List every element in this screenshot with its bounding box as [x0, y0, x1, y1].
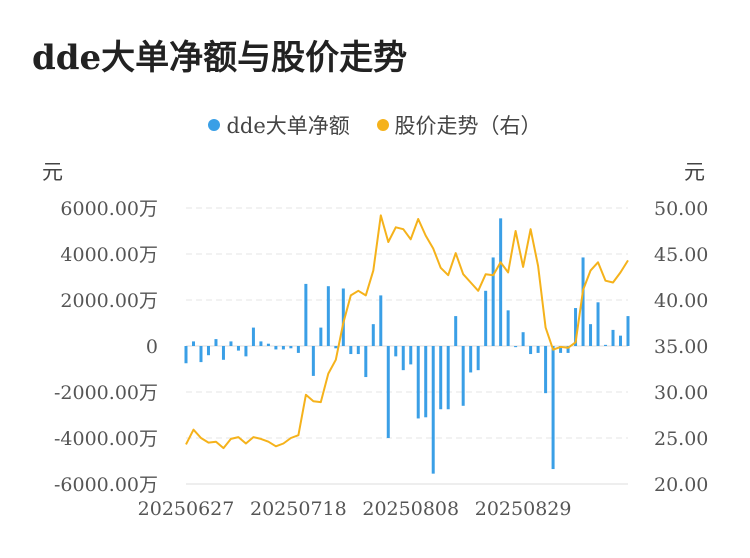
bar — [566, 346, 570, 353]
bar — [199, 346, 203, 363]
chart-title: dde大单净额与股价走势 — [32, 38, 408, 78]
bar — [266, 343, 270, 346]
bar — [206, 346, 210, 356]
x-tick-label: 20250808 — [362, 498, 459, 520]
left-axis-unit: 元 — [42, 160, 63, 184]
bar — [491, 257, 495, 346]
y-tick-right: 45.00 — [654, 244, 708, 266]
bar — [356, 346, 360, 355]
bar — [461, 346, 465, 406]
bar — [236, 346, 240, 351]
bar — [304, 283, 308, 346]
bar — [446, 346, 450, 410]
bar — [514, 346, 518, 348]
bar — [229, 341, 233, 346]
bar — [326, 286, 330, 346]
bar — [506, 310, 510, 346]
y-tick-left: 2000.00万 — [60, 290, 158, 312]
y-tick-left: 4000.00万 — [60, 244, 158, 266]
bar — [334, 346, 338, 349]
price-line — [185, 214, 629, 450]
bar — [319, 327, 323, 346]
legend-dot-dde — [208, 119, 221, 131]
right-axis-unit: 元 — [684, 160, 705, 184]
bar — [604, 344, 608, 346]
bar — [251, 327, 255, 346]
bar — [589, 324, 593, 346]
bar — [431, 346, 435, 474]
legend-label-dde: dde大单净额 — [226, 114, 350, 138]
legend-dot-price — [376, 119, 389, 131]
legend-item-dde[interactable]: dde大单净额 — [208, 110, 350, 140]
legend: dde大单净额 股价走势（右） — [0, 110, 750, 140]
bar — [311, 346, 315, 376]
bar — [394, 346, 398, 357]
bar — [244, 346, 248, 357]
y-tick-left: 6000.00万 — [60, 198, 158, 220]
bar — [559, 346, 563, 353]
y-tick-right: 20.00 — [654, 474, 708, 496]
bar — [289, 346, 293, 349]
y-tick-right: 50.00 — [654, 198, 708, 220]
bar — [484, 290, 488, 346]
y-tick-left: -4000.00万 — [54, 428, 158, 450]
bar — [536, 346, 540, 353]
bar — [521, 332, 525, 346]
bar — [274, 346, 278, 350]
bar — [386, 346, 390, 438]
bar — [259, 341, 263, 346]
bar — [191, 341, 195, 346]
bar — [281, 346, 285, 350]
x-tick-label: 20250829 — [475, 498, 572, 520]
bar — [476, 346, 480, 371]
bar — [409, 346, 413, 365]
bar — [416, 346, 420, 419]
y-tick-right: 35.00 — [654, 336, 708, 358]
y-tick-right: 40.00 — [654, 290, 708, 312]
bar — [424, 346, 428, 418]
y-tick-right: 30.00 — [654, 382, 708, 404]
y-tick-left: 0 — [146, 336, 158, 358]
x-tick-label: 20250718 — [250, 498, 347, 520]
bar — [551, 346, 555, 470]
bar — [184, 346, 188, 364]
y-tick-left: -2000.00万 — [54, 382, 158, 404]
bar — [574, 308, 578, 346]
x-tick-label: 20250627 — [138, 498, 235, 520]
bar — [221, 346, 225, 360]
bar — [296, 346, 300, 353]
y-tick-left: -6000.00万 — [54, 474, 158, 496]
legend-label-price: 股价走势（右） — [394, 114, 542, 138]
bar — [401, 346, 405, 371]
legend-item-price[interactable]: 股价走势（右） — [376, 110, 542, 140]
bar — [596, 302, 600, 346]
bar — [364, 346, 368, 378]
bar — [611, 329, 615, 346]
bar — [341, 288, 345, 346]
bar — [379, 295, 383, 346]
bar — [626, 316, 630, 346]
bar — [544, 346, 548, 394]
y-tick-right: 25.00 — [654, 428, 708, 450]
bar — [349, 346, 353, 355]
bar — [529, 346, 533, 355]
bar — [469, 346, 473, 373]
bar — [499, 218, 503, 346]
bar — [454, 316, 458, 346]
bar — [619, 335, 623, 346]
bar — [439, 346, 443, 410]
bar — [581, 257, 585, 346]
bar — [214, 339, 218, 346]
bar — [371, 324, 375, 346]
